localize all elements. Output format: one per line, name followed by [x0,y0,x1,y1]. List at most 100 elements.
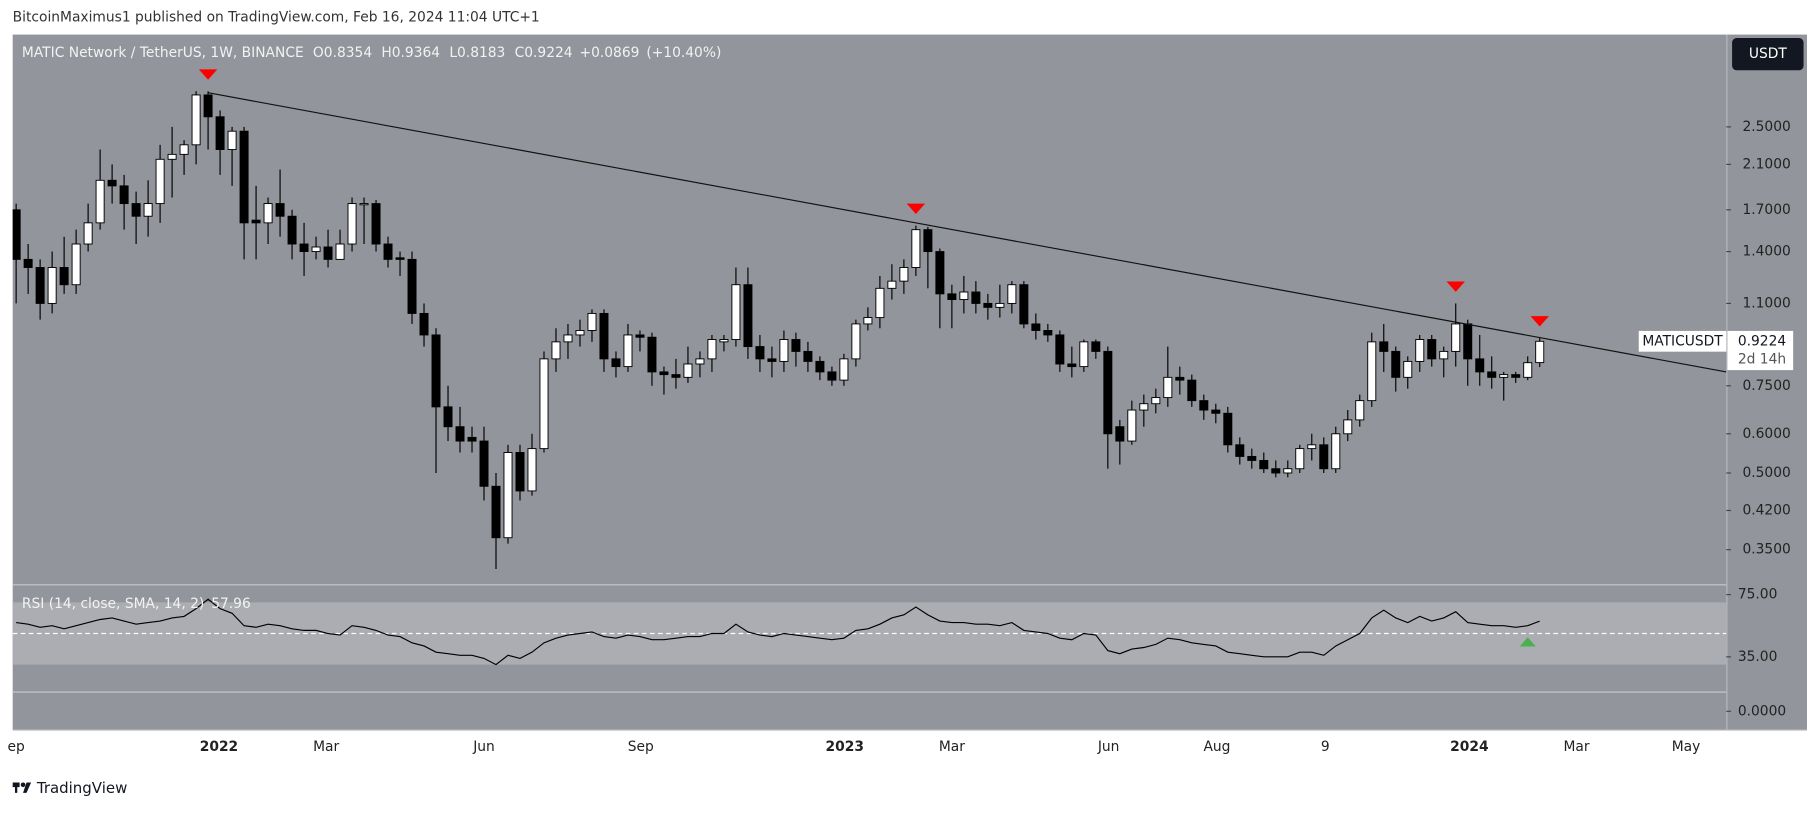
candle-body [12,209,21,260]
candle-body [227,130,237,150]
peak-marker [198,69,218,80]
x-tick-label: Sep [628,739,654,755]
header-text: BitcoinMaximus1 published on TradingView… [13,9,540,25]
rsi-value: 57.96 [211,596,251,612]
legend: MATIC Network / TetherUS, 1W, BINANCE O0.… [22,45,721,61]
trendline [207,92,1727,373]
candle-body [263,203,273,224]
ohlc-value: 0.9364 [392,45,441,61]
peak-marker [1530,316,1549,327]
candle-body [815,360,825,373]
candle-body [395,257,405,260]
currency-button-label[interactable]: USDT [1749,46,1788,62]
candle-body [47,267,57,304]
candle-body [167,153,177,160]
ohlc-value: 0.9224 [524,45,573,61]
peak-marker [1446,281,1465,292]
candle-body [1379,341,1389,352]
y-tick-label: 0.6000 [1742,426,1790,442]
candle-body [1139,403,1149,411]
candle-body [1115,426,1125,442]
candle-body [119,185,129,205]
currency-button[interactable] [1732,38,1804,71]
ohlc-value: 0.8183 [457,45,505,61]
candle-body [707,339,717,360]
candle-body [191,94,201,146]
x-tick-label: 2022 [200,739,238,755]
candle-body [155,158,165,205]
candle-body [419,312,429,336]
candle-body [443,406,453,428]
ohlc-key: H [381,45,391,61]
candle-body [935,251,945,295]
candle-body [1127,409,1137,442]
candle-body [1247,455,1257,461]
y-tick-label: 0.7500 [1742,378,1790,394]
candle-body [1259,459,1269,470]
candle-body [995,302,1005,308]
x-tick-label: ep [8,739,25,755]
y-tick-label: 0.5000 [1742,465,1790,481]
x-tick-label: Mar [939,739,965,755]
candle-body [1163,376,1173,399]
candle-body [95,179,105,224]
candle-body [1463,323,1473,360]
rsi-line [16,598,1540,666]
candle-body [791,339,801,352]
candle-body [1091,341,1101,352]
candle-body [1343,419,1353,435]
candle-body [299,243,309,253]
candle-body [23,258,33,268]
candle-body [35,267,45,304]
candle-body [1319,444,1329,470]
change: +0.0869 [580,45,640,61]
candle-body [203,94,213,118]
candle-body [1079,341,1089,368]
candle-body [251,219,261,224]
rsi-y-tick-label: 0.0000 [1738,703,1786,719]
candle-body [779,339,789,362]
candle-body [407,258,417,314]
candle-body [143,203,153,217]
y-tick-label: 1.4000 [1742,244,1790,260]
ohlc-key: O [313,45,324,61]
candle-body [287,215,297,245]
candle-body [1511,374,1521,378]
x-tick-label: Jun [472,739,495,755]
candle-body [695,358,705,365]
candle-body [863,317,873,325]
brand-logo [12,782,32,793]
y-tick-label: 1.1000 [1742,295,1790,311]
rsi-pane [12,598,1727,666]
y-tick-label: 2.5000 [1742,119,1790,135]
candle-body [539,358,549,450]
candle-body [743,284,753,348]
x-tick-label: May [1672,739,1701,755]
candle-body [623,334,633,368]
ohlc-key: L [449,45,457,61]
candle-body [1103,350,1113,435]
candle-body [1331,433,1341,470]
brand-name: TradingView [36,779,127,797]
candle-body [335,243,345,260]
price-label: 0.9224 [1738,333,1787,349]
candle-body [683,363,693,378]
candle-body [131,203,141,217]
rsi-legend: RSI (14, close, SMA, 14, 2) 57.96 [22,596,251,612]
candle-body [635,334,645,338]
candle-body [239,130,249,224]
symbol-label: MATICUSDT [1642,333,1723,349]
candle-body [827,371,837,381]
candle-body [431,334,441,408]
candle-body [1235,444,1245,457]
candle-body [107,179,117,187]
candle-body [347,203,357,245]
candle-body [359,203,369,206]
candle-body [1223,412,1233,446]
candle-body [923,229,933,253]
x-tick-label: 9 [1321,739,1330,755]
candle-body [1295,448,1305,470]
candle-body [1367,341,1377,402]
candle-body [875,287,885,319]
